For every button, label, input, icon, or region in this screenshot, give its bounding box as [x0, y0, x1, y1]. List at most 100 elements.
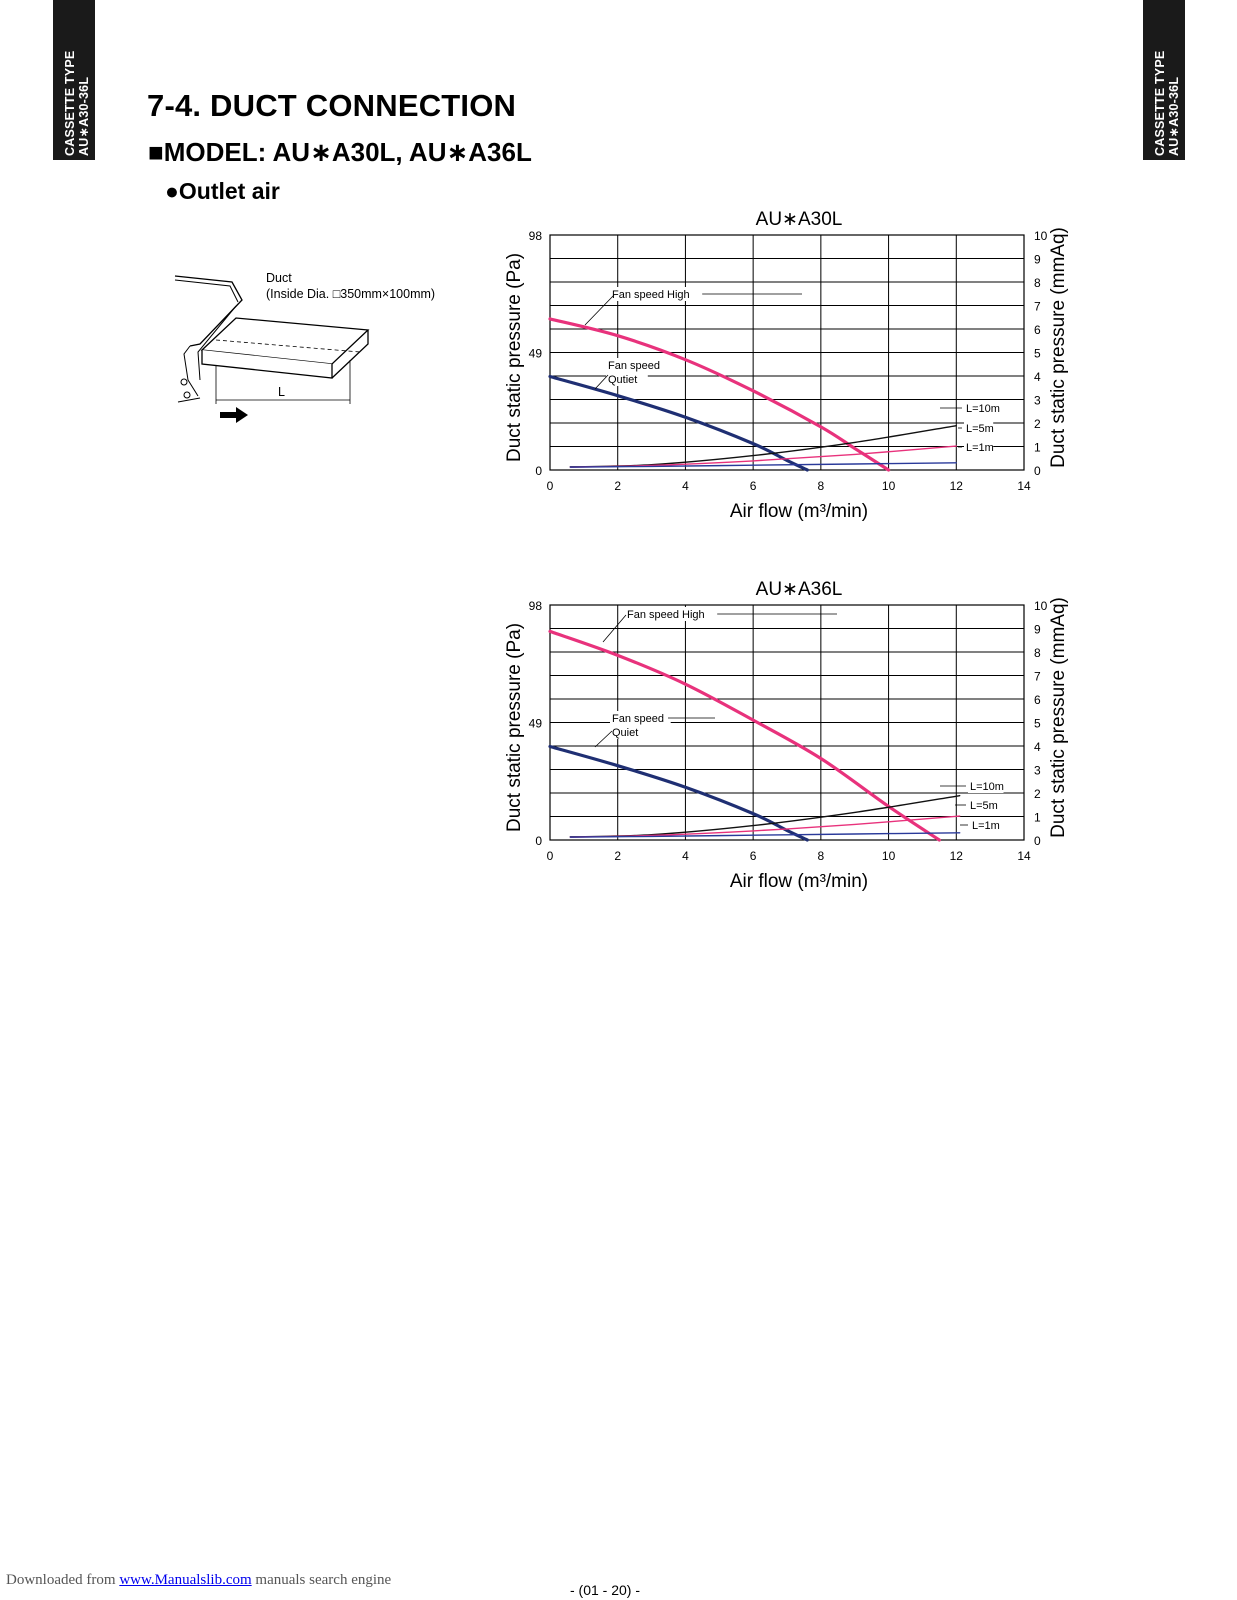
outlet-air-heading: ●Outlet air [165, 178, 280, 205]
plot-frame [549, 234, 1025, 471]
side-tab-line1: CASSETTE TYPE [1153, 50, 1167, 156]
x-tick-label: 4 [682, 849, 689, 863]
series-line-fan-speed-quiet [548, 744, 809, 842]
series-label: Fan speed [608, 360, 660, 372]
y2-tick-label: 9 [1034, 623, 1041, 637]
label-background [610, 287, 703, 301]
series-label: L=1m [972, 820, 1000, 832]
y2-tick-label: 5 [1034, 717, 1041, 731]
x-tick-label: 10 [882, 849, 896, 863]
side-tab-right: CASSETTE TYPE AU∗A30-36L [1143, 0, 1185, 160]
series-label: L=5m [970, 800, 998, 812]
y2-tick-label: 8 [1034, 646, 1041, 660]
chart-grid [549, 234, 1025, 471]
x-tick-label: 12 [950, 479, 964, 493]
chart-title: AU∗A36L [756, 579, 843, 600]
side-tab-line1: CASSETTE TYPE [63, 50, 77, 156]
y2-tick-label: 1 [1034, 811, 1041, 825]
x-tick-label: 8 [818, 849, 825, 863]
series-label: L=10m [966, 403, 1000, 415]
y-axis-label: Duct static pressure (Pa) [504, 623, 525, 832]
y2-tick-label: 7 [1034, 300, 1041, 314]
x-tick-label: 6 [750, 479, 757, 493]
label-background [606, 372, 648, 386]
x-tick-label: 4 [682, 479, 689, 493]
y2-tick-label: 6 [1034, 693, 1041, 707]
label-background [970, 818, 1000, 832]
label-background [964, 421, 994, 435]
manualslib-link[interactable]: www.Manualslib.com [119, 1572, 252, 1588]
series-line-fan-speed-high [548, 317, 891, 472]
y2-axis-label: Duct static pressure (mmAq) [1048, 597, 1069, 838]
y2-tick-label: 5 [1034, 347, 1041, 361]
series-line-fan-speed-qutiet [548, 374, 809, 472]
label-background [610, 725, 646, 739]
x-tick-label: 0 [547, 849, 554, 863]
x-tick-label: 10 [882, 479, 896, 493]
y-tick-label: 0 [535, 834, 542, 848]
side-tab-line2: AU∗A30-36L [77, 76, 91, 156]
series-line-fan-speed-high [548, 629, 941, 842]
series-label: Qutiet [608, 374, 637, 386]
y2-tick-label: 9 [1034, 253, 1041, 267]
y2-tick-label: 1 [1034, 441, 1041, 455]
y2-tick-label: 3 [1034, 394, 1041, 408]
y2-tick-label: 10 [1034, 599, 1048, 613]
y-axis-label: Duct static pressure (Pa) [504, 253, 525, 462]
duct-label: Duct [266, 271, 292, 285]
y2-tick-label: 7 [1034, 670, 1041, 684]
square-bullet-icon: ■ [148, 137, 164, 167]
circle-bullet-icon: ● [165, 178, 179, 204]
length-label: L [278, 385, 285, 399]
section-heading: 7-4. DUCT CONNECTION [147, 88, 517, 123]
y2-tick-label: 6 [1034, 323, 1041, 337]
y2-tick-label: 4 [1034, 370, 1041, 384]
y-tick-label: 49 [529, 347, 543, 361]
series-line-l-1m [569, 832, 961, 838]
y-tick-label: 0 [535, 464, 542, 478]
x-tick-label: 0 [547, 479, 554, 493]
series-label: L=1m [966, 442, 994, 454]
y2-tick-label: 2 [1034, 787, 1041, 801]
label-leader-line [594, 374, 609, 390]
label-background [968, 779, 1004, 793]
chart-grid [549, 604, 1025, 841]
label-background [964, 440, 994, 454]
x-tick-label: 2 [614, 849, 621, 863]
y2-axis-label: Duct static pressure (mmAq) [1048, 227, 1069, 468]
series-label: Fan speed High [612, 289, 690, 301]
chart-title: AU∗A30L [756, 209, 843, 230]
y2-tick-label: 2 [1034, 417, 1041, 431]
x-axis-label: Air flow (m³/min) [730, 501, 868, 522]
label-leader-line [594, 730, 613, 748]
series-label: L=5m [966, 423, 994, 435]
series-label: Fan speed [612, 713, 664, 725]
label-leader-line [602, 614, 627, 643]
y-tick-label: 98 [529, 229, 543, 243]
label-background [968, 798, 998, 812]
model-heading-text: MODEL: AU∗A30L, AU∗A36L [163, 137, 532, 167]
model-heading: ■MODEL: AU∗A30L, AU∗A36L [148, 137, 532, 168]
x-tick-label: 12 [950, 849, 964, 863]
series-label: L=10m [970, 781, 1004, 793]
y2-tick-label: 0 [1034, 464, 1041, 478]
x-tick-label: 8 [818, 479, 825, 493]
x-tick-label: 6 [750, 849, 757, 863]
side-tab-left: CASSETTE TYPE AU∗A30-36L [53, 0, 95, 160]
label-background [964, 401, 1000, 415]
page-number: - (01 - 20) - [570, 1582, 641, 1598]
label-background [606, 358, 667, 372]
duct-diagram: Duct (Inside Dia. □350mm×100mm) L [174, 271, 435, 423]
series-line-l-1m [569, 462, 957, 468]
series-label: Quiet [612, 727, 638, 739]
outlet-air-text: Outlet air [178, 178, 280, 204]
y2-tick-label: 0 [1034, 834, 1041, 848]
x-tick-label: 14 [1017, 849, 1031, 863]
y2-tick-label: 8 [1034, 276, 1041, 290]
download-prefix: Downloaded from [6, 1572, 120, 1588]
inside-dia-label: (Inside Dia. □350mm×100mm) [266, 287, 435, 301]
series-label: Fan speed High [627, 609, 705, 621]
download-suffix: manuals search engine [251, 1572, 392, 1588]
